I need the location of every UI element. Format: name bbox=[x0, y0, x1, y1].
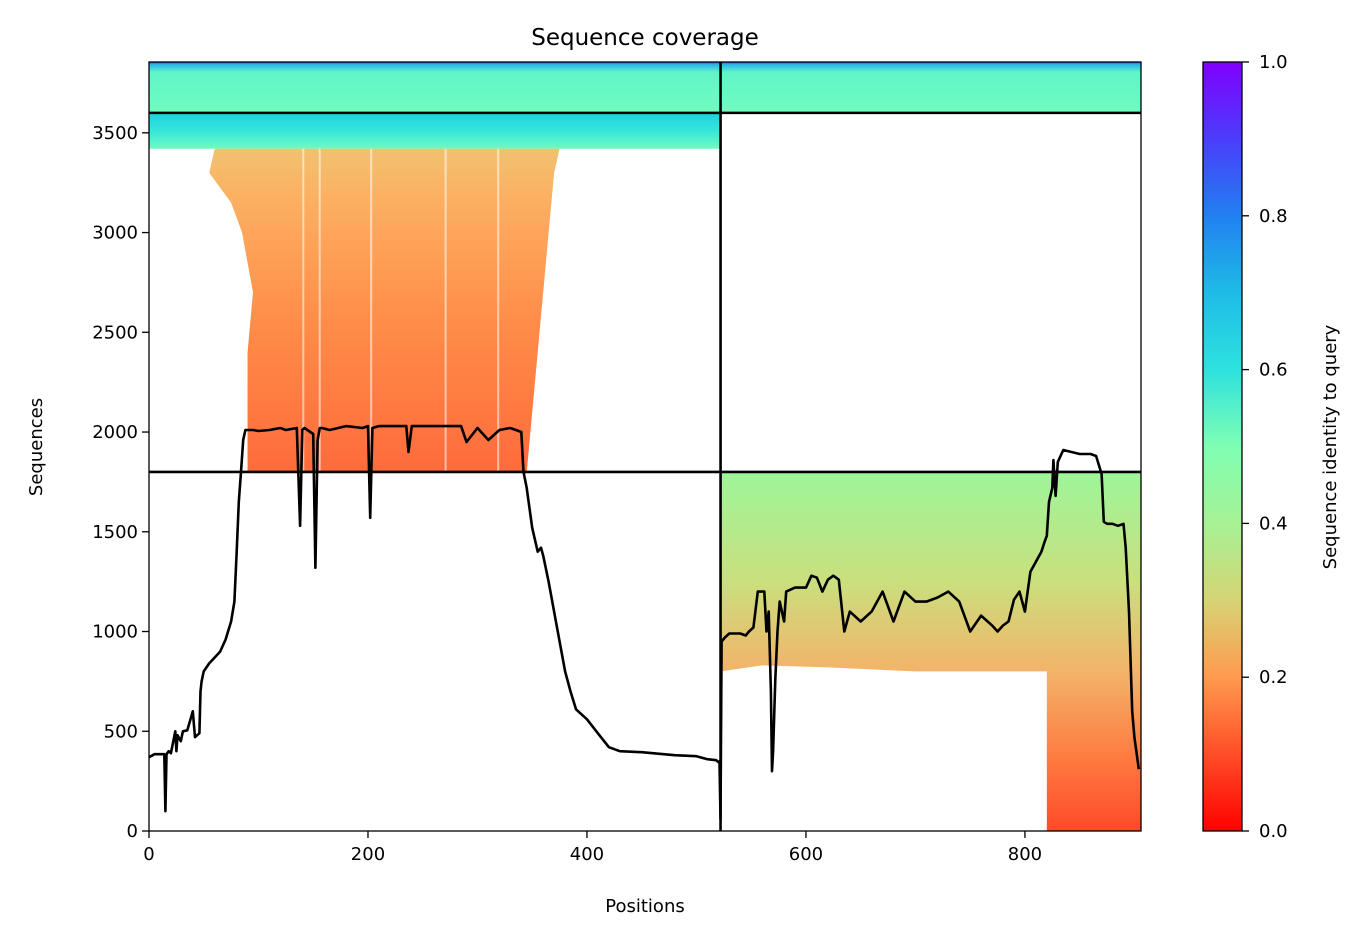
y-tick-label: 1500 bbox=[92, 522, 138, 543]
coverage-gap-1 bbox=[318, 148, 321, 472]
coverage-gap-0 bbox=[302, 148, 305, 472]
x-tick-label: 0 bbox=[143, 844, 154, 865]
coverage-gap-3 bbox=[444, 148, 447, 472]
coverage-block-4 bbox=[720, 471, 1141, 831]
colorbar-tick-label: 0.8 bbox=[1259, 206, 1288, 227]
y-tick-label: 0 bbox=[127, 821, 138, 842]
x-axis: 0 200 400 600 800 bbox=[143, 831, 1042, 865]
x-tick-label: 600 bbox=[789, 844, 823, 865]
coverage-block-1 bbox=[720, 62, 1141, 113]
y-axis: 0 500 1000 1500 2000 2500 3000 3500 bbox=[92, 123, 149, 842]
colorbar-tick-label: 0.6 bbox=[1259, 360, 1288, 381]
colorbar-label: Sequence identity to query bbox=[1320, 324, 1341, 569]
x-tick-label: 200 bbox=[351, 844, 385, 865]
y-tick-label: 2500 bbox=[92, 322, 138, 343]
x-axis-label: Positions bbox=[605, 896, 684, 917]
colorbar-tick-label: 0.0 bbox=[1259, 821, 1288, 842]
coverage-block-3 bbox=[209, 148, 560, 472]
colorbar bbox=[1202, 61, 1243, 832]
coverage-line-0 bbox=[149, 424, 1141, 821]
chart-title: Sequence coverage bbox=[531, 25, 759, 51]
y-tick-label: 500 bbox=[104, 721, 138, 742]
x-tick-label: 400 bbox=[570, 844, 604, 865]
coverage-gap-4 bbox=[497, 148, 500, 472]
colorbar-tick-label: 0.2 bbox=[1259, 667, 1288, 688]
coverage-gap-2 bbox=[370, 148, 373, 472]
y-axis-label: Sequences bbox=[26, 398, 47, 496]
colorbar-tick-label: 1.0 bbox=[1259, 52, 1288, 73]
coverage-block-2 bbox=[149, 112, 721, 149]
y-tick-label: 2000 bbox=[92, 422, 138, 443]
colorbar-tick-label: 0.4 bbox=[1259, 513, 1288, 534]
coverage-block-0 bbox=[149, 62, 721, 113]
y-tick-label: 3500 bbox=[92, 123, 138, 144]
y-tick-label: 3000 bbox=[92, 223, 138, 244]
y-tick-label: 1000 bbox=[92, 622, 138, 643]
block-boundaries bbox=[149, 62, 1141, 831]
x-tick-label: 800 bbox=[1008, 844, 1042, 865]
coverage-line-layer bbox=[149, 424, 1141, 821]
plot-frame bbox=[148, 61, 1142, 832]
colorbar-ticks: 0.0 0.2 0.4 0.6 0.8 1.0 bbox=[1242, 52, 1288, 842]
